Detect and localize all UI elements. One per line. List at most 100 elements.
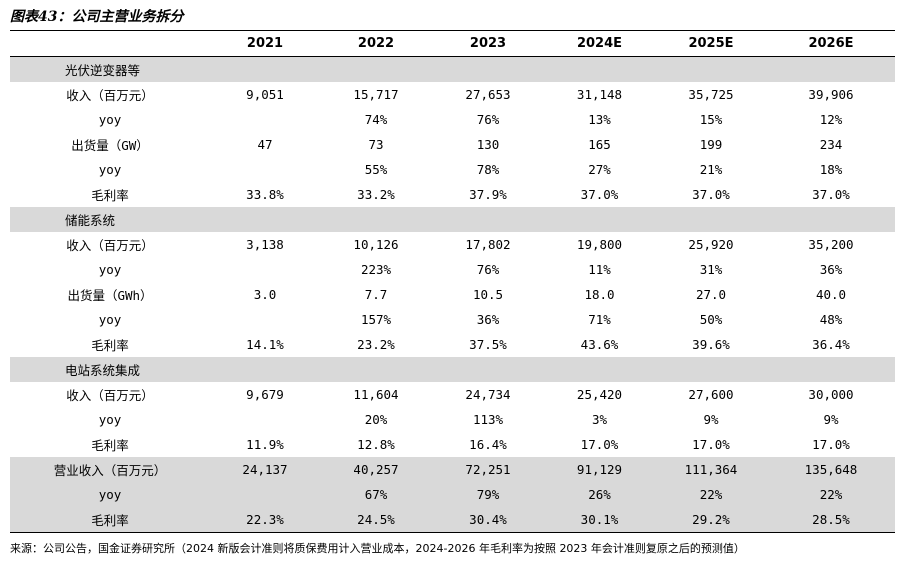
cell: 43.6% bbox=[580, 337, 619, 352]
data-row: yoy 74% 76% 13% 15% 12% bbox=[10, 107, 895, 132]
cell: 22% bbox=[655, 482, 767, 507]
empty-cell bbox=[544, 56, 655, 82]
cell: 18% bbox=[819, 162, 843, 177]
row-label: 营业收入（百万元） bbox=[10, 457, 210, 482]
empty-cell bbox=[210, 307, 320, 332]
cell: 36.4% bbox=[812, 337, 850, 352]
cell: 17.0% bbox=[812, 437, 850, 452]
empty-cell bbox=[320, 56, 432, 82]
cell: 76% bbox=[476, 112, 500, 127]
header-row: 2021 2022 2023 2024E 2025E 2026E bbox=[10, 30, 895, 57]
empty-cell bbox=[210, 257, 320, 282]
cell: 30.4% bbox=[432, 507, 544, 533]
cell: 21% bbox=[699, 162, 723, 177]
row-label: 出货量（GWh） bbox=[67, 288, 153, 303]
data-row: yoy 55% 78% 27% 21% 18% bbox=[10, 157, 895, 182]
cell: 11.9% bbox=[246, 437, 284, 452]
data-row: 毛利率 11.9% 12.8% 16.4% 17.0% 17.0% 17.0% bbox=[10, 432, 895, 457]
section-title: 储能系统 bbox=[10, 207, 210, 232]
cell: 36% bbox=[819, 262, 843, 277]
cell: 11,604 bbox=[353, 387, 399, 402]
cell: 36% bbox=[476, 312, 500, 327]
empty-cell bbox=[320, 357, 432, 382]
empty-cell bbox=[655, 56, 767, 82]
cell: 9,679 bbox=[246, 387, 284, 402]
cell: 17.0% bbox=[580, 437, 619, 452]
cell: 223% bbox=[360, 262, 392, 277]
data-row: yoy 20% 113% 3% 9% 9% bbox=[10, 407, 895, 432]
data-row: 毛利率 33.8% 33.2% 37.9% 37.0% 37.0% 37.0% bbox=[10, 182, 895, 207]
empty-cell bbox=[432, 207, 544, 232]
cell: 74% bbox=[364, 112, 388, 127]
cell: 26% bbox=[544, 482, 655, 507]
cell: 165 bbox=[588, 137, 611, 152]
cell: 47 bbox=[257, 137, 273, 152]
cell: 73 bbox=[368, 137, 384, 152]
empty-cell bbox=[655, 357, 767, 382]
row-label: 毛利率 bbox=[91, 188, 129, 203]
column-header: 2025E bbox=[688, 36, 734, 51]
empty-cell bbox=[655, 207, 767, 232]
cell: 78% bbox=[476, 162, 500, 177]
cell: 40.0 bbox=[815, 287, 847, 302]
row-label: 收入（百万元） bbox=[66, 388, 154, 403]
data-row: 毛利率 22.3% 24.5% 30.4% 30.1% 29.2% 28.5% bbox=[10, 507, 895, 533]
cell: 48% bbox=[819, 312, 843, 327]
empty-cell bbox=[210, 56, 320, 82]
row-label: yoy bbox=[98, 312, 122, 327]
cell: 135,648 bbox=[767, 457, 895, 482]
cell: 72,251 bbox=[432, 457, 544, 482]
cell: 199 bbox=[699, 137, 723, 152]
cell: 9% bbox=[703, 412, 719, 427]
cell: 3% bbox=[591, 412, 608, 427]
cell: 234 bbox=[819, 137, 843, 152]
cell: 10.5 bbox=[472, 287, 504, 302]
cell: 23.2% bbox=[357, 337, 395, 352]
column-header: 2021 bbox=[246, 36, 284, 51]
cell: 25,920 bbox=[688, 237, 734, 252]
cell: 16.4% bbox=[469, 437, 507, 452]
cell: 27.0 bbox=[695, 287, 727, 302]
cell: 14.1% bbox=[246, 337, 284, 352]
cell: 27,653 bbox=[465, 87, 511, 102]
data-row: 营业收入（百万元） 24,137 40,257 72,251 91,129 111,364… bbox=[10, 457, 895, 482]
cell: 11% bbox=[588, 262, 611, 277]
title: 图表43：公司主营业务拆分 bbox=[10, 9, 184, 25]
cell: 39.6% bbox=[692, 337, 730, 352]
cell: 17,802 bbox=[465, 237, 511, 252]
cell: 76% bbox=[476, 262, 500, 277]
row-label: 收入（百万元） bbox=[66, 238, 154, 253]
cell: 15,717 bbox=[353, 87, 399, 102]
section-title: 光伏逆变器等 bbox=[10, 56, 210, 82]
data-row: 收入（百万元） 3,138 10,126 17,802 19,800 25,920 35,2… bbox=[10, 232, 895, 257]
data-row: yoy 157% 36% 71% 50% 48% bbox=[10, 307, 895, 332]
cell: 20% bbox=[364, 412, 388, 427]
cell: 9,051 bbox=[246, 87, 284, 102]
cell: 22.3% bbox=[210, 507, 320, 533]
cell: 33.8% bbox=[246, 187, 284, 202]
row-label: yoy bbox=[98, 162, 122, 177]
data-row: 毛利率 14.1% 23.2% 37.5% 43.6% 39.6% 36.4% bbox=[10, 332, 895, 357]
cell: 24,734 bbox=[465, 387, 511, 402]
data-row: 收入（百万元） 9,679 11,604 24,734 25,420 27,600 30,0… bbox=[10, 382, 895, 407]
empty-cell bbox=[767, 56, 895, 82]
empty-cell bbox=[544, 207, 655, 232]
cell: 13% bbox=[588, 112, 611, 127]
empty-cell bbox=[210, 407, 320, 432]
cell: 12% bbox=[819, 112, 843, 127]
cell: 31,148 bbox=[576, 87, 623, 102]
cell: 37.5% bbox=[469, 337, 507, 352]
data-row: yoy 67% 79% 26% 22% 22% bbox=[10, 482, 895, 507]
empty-cell bbox=[432, 357, 544, 382]
cell: 15% bbox=[699, 112, 723, 127]
cell: 67% bbox=[320, 482, 432, 507]
cell: 130 bbox=[476, 137, 500, 152]
cell: 71% bbox=[588, 312, 611, 327]
cell: 12.8% bbox=[357, 437, 395, 452]
table-body: 光伏逆变器等 收入（百万元） 9,051 15,717 27,653 31,148 35,7… bbox=[10, 56, 895, 533]
cell: 27% bbox=[588, 162, 611, 177]
empty-cell bbox=[210, 107, 320, 132]
row-label: 收入（百万元） bbox=[66, 88, 154, 103]
row-label: 出货量（GW） bbox=[71, 138, 149, 153]
